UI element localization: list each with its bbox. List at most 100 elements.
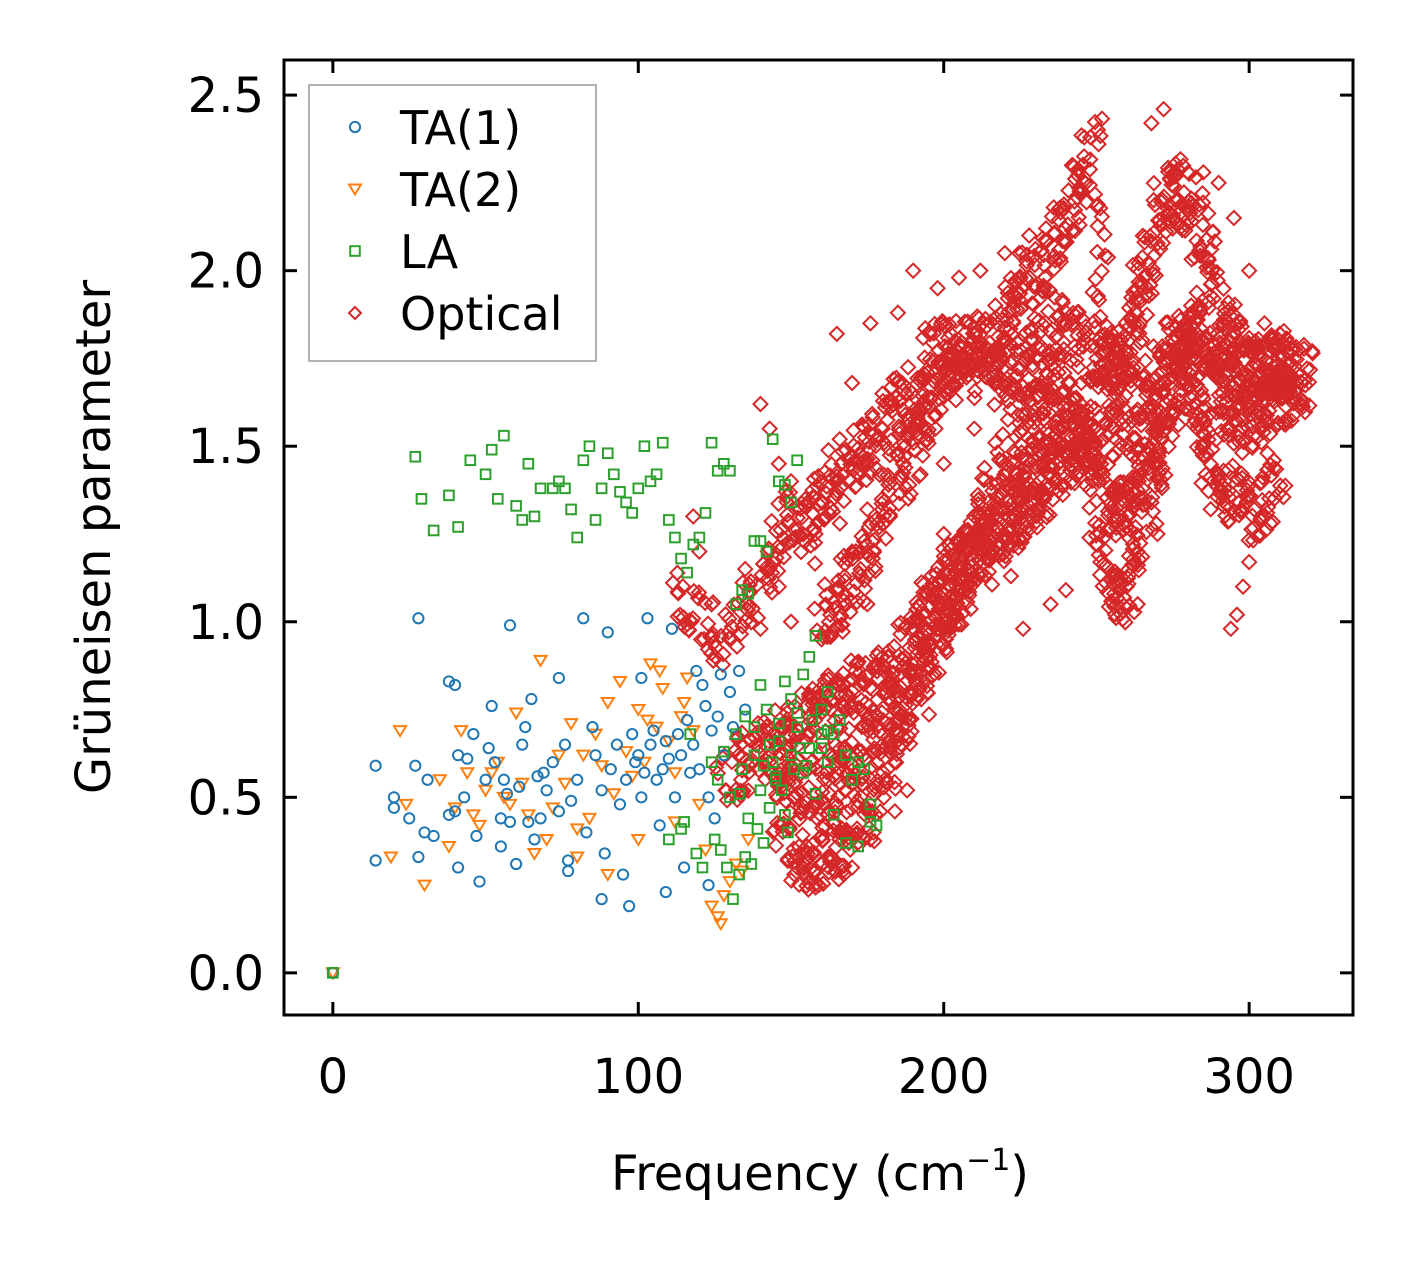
data-point-la [684,728,697,740]
data-point-optical [1252,434,1270,451]
data-point-optical [1210,174,1228,192]
data-point-optical [1094,364,1112,382]
data-point-optical [1244,436,1262,454]
data-point-la [663,833,675,846]
data-point-ta-2 [712,918,729,932]
x-axis-label-close: ) [1010,1146,1029,1202]
data-point-la [760,545,773,558]
data-point-optical [796,491,814,508]
data-point-la [751,823,764,835]
data-point-optical [1069,327,1086,344]
data-point-optical [1025,480,1042,498]
data-point-ta-2 [703,900,720,914]
data-point-optical [918,677,936,695]
data-point-optical [926,315,944,333]
data-point-optical [1002,354,1020,372]
data-point-optical [870,518,888,536]
data-point-optical [990,511,1008,529]
data-point-optical [1054,232,1071,250]
data-point-optical [949,550,967,567]
data-point-optical [1089,287,1107,305]
data-point-ta-1 [467,728,480,741]
data-point-ta-1 [461,752,474,765]
data-point-la [809,788,822,800]
data-point-optical [972,333,990,351]
data-point-optical [1026,437,1044,455]
data-point-optical [1188,309,1206,327]
legend-marker-ta-2 [347,183,363,197]
data-point-ta-2 [618,746,634,760]
data-point-optical [957,324,975,342]
data-point-optical [833,455,850,473]
data-point-optical [881,506,899,524]
data-point-optical [720,623,737,641]
data-point-optical [986,396,1003,414]
data-point-optical [848,593,866,611]
data-point-optical [1151,346,1169,364]
data-point-ta-1 [671,728,685,741]
data-point-optical [858,500,876,518]
data-point-optical [874,648,892,666]
data-point-la [870,819,883,832]
data-point-optical [930,600,948,618]
data-point-optical [1179,346,1197,364]
data-point-optical [919,388,937,406]
data-point-optical [900,476,918,494]
data-point-optical [1029,457,1047,475]
data-point-ta-1 [558,738,572,751]
data-point-optical [1066,417,1083,435]
data-point-la [583,440,596,453]
data-point-ta-1 [693,763,706,776]
data-point-optical [748,576,766,594]
data-point-optical [1149,525,1166,543]
data-point-optical [890,393,908,410]
data-point-optical [1011,360,1029,378]
data-point-ta-1 [494,840,507,853]
data-point-optical [1190,196,1208,214]
data-point-ta-2 [441,840,457,854]
data-point-optical [945,590,963,608]
data-point-optical [1104,379,1122,397]
data-point-la [809,630,822,642]
data-point-optical [752,620,769,638]
data-point-optical [1081,160,1099,178]
data-point-optical [774,823,792,841]
data-point-optical [1036,268,1054,286]
ticks-layer: 0 100 200 300 0.0 0.5 1.0 1.5 2.0 2.5 [188,60,1353,1105]
data-point-optical [1117,344,1135,361]
data-point-la [754,679,767,691]
data-point-optical [1068,467,1086,485]
data-point-optical [1033,397,1051,414]
data-point-optical [828,325,846,343]
data-point-ta-1 [571,773,584,786]
data-point-ta-2 [679,672,695,686]
data-point-la [779,809,791,821]
data-point-optical [837,441,855,459]
series-layer [325,100,1322,981]
data-point-optical [1128,526,1146,544]
data-point-optical [775,784,793,802]
data-point-optical [875,434,893,452]
data-point-optical [761,420,779,438]
data-point-optical [1145,247,1163,264]
data-point-optical [1074,338,1092,356]
data-point-optical [1014,620,1032,638]
data-point-optical [1213,338,1231,356]
data-point-optical [1240,262,1258,280]
data-point-optical [1241,487,1259,505]
data-point-optical [1089,217,1107,235]
data-point-optical [767,786,785,804]
data-point-ta-1 [522,815,535,828]
data-point-la [754,535,767,547]
data-point-optical [1148,424,1166,442]
data-point-optical [1258,392,1275,410]
data-point-optical [1204,223,1222,241]
data-point-optical [935,455,953,473]
data-point-la [785,749,797,761]
legend-marker-optical [347,305,363,321]
data-point-ta-1 [513,780,526,793]
data-point-la [589,514,602,526]
data-point-optical [1132,277,1150,295]
data-point-optical [882,432,900,450]
